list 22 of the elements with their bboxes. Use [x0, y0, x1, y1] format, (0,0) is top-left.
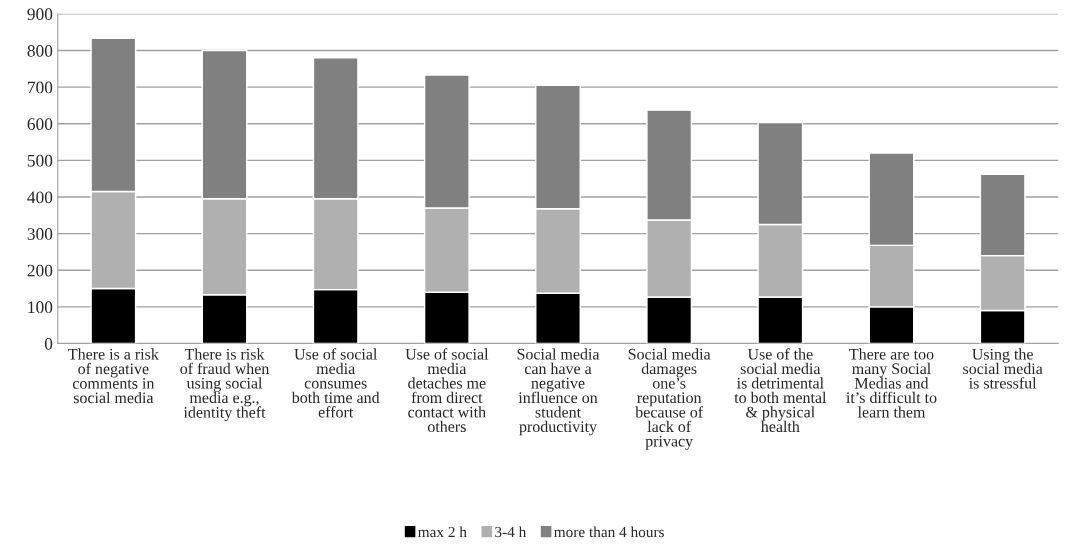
- x-tick-label: Using the social media is stressful: [963, 348, 1043, 389]
- y-tick-label: 500: [27, 154, 53, 167]
- x-tick-label: Social media damages one’s reputation because of lack of privacy: [628, 348, 711, 450]
- y-tick-label: 100: [28, 301, 53, 314]
- x-tick-label: There is risk of fraud when using social media e.g., identity theft: [180, 348, 270, 422]
- x-tick-label: Use of social media consumes both time and effort: [291, 348, 380, 418]
- y-tick-label: 400: [27, 191, 53, 204]
- y-tick-label: 200: [27, 264, 53, 277]
- y-tick-label: 600: [27, 118, 53, 130]
- x-tick-label: There are too many Social Medias and it’s difficult to learn them: [846, 348, 937, 418]
- legend-label: max 2 h: [418, 526, 467, 538]
- y-tick-label: 0: [44, 337, 53, 350]
- y-tick-label: 700: [28, 81, 53, 94]
- y-tick-label: 300: [27, 228, 53, 240]
- y-tick-label: 900: [27, 8, 53, 21]
- x-tick-label: Use of social media detaches me from direct contact with others: [405, 348, 489, 433]
- x-tick-label: There is a risk of negative comments in social media: [68, 348, 159, 404]
- x-tick-label: Use of the social media is detrimental to both mental & physical health: [734, 348, 827, 433]
- x-tick-label: Social media can have a negative influence on student productivity: [517, 348, 600, 436]
- legend-label: 3-4 h: [495, 526, 527, 538]
- legend-label: more than 4 hours: [554, 526, 664, 538]
- y-tick-label: 800: [27, 44, 53, 57]
